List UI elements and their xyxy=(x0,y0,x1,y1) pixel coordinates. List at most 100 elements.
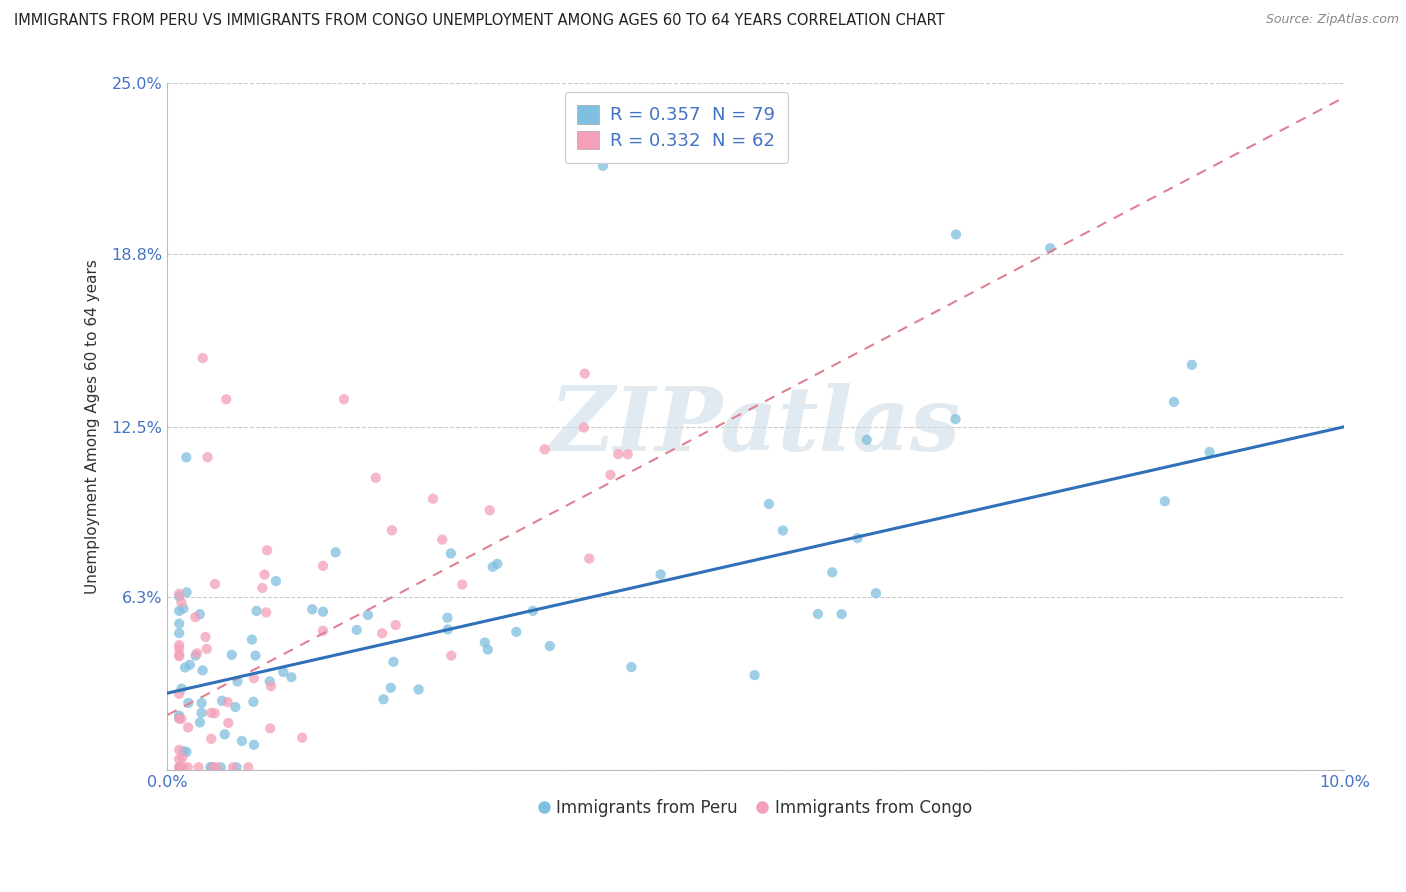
Point xyxy=(1181,358,1204,372)
Point xyxy=(209,760,232,774)
Point xyxy=(177,720,200,734)
Point xyxy=(170,595,193,609)
Point xyxy=(238,760,260,774)
Point xyxy=(1163,395,1185,409)
Point xyxy=(172,601,194,615)
Point xyxy=(194,630,217,644)
Point xyxy=(616,447,638,461)
Point xyxy=(226,674,249,689)
Point xyxy=(650,567,672,582)
Point xyxy=(240,632,263,647)
Point xyxy=(865,586,887,600)
Point xyxy=(333,392,356,407)
Point xyxy=(451,577,474,591)
Point xyxy=(486,557,509,571)
Point xyxy=(167,760,190,774)
Point xyxy=(167,604,190,618)
Point xyxy=(188,607,211,622)
Point xyxy=(855,433,877,447)
Point xyxy=(599,467,621,482)
Point xyxy=(592,159,614,173)
Point xyxy=(432,533,454,547)
Point xyxy=(167,638,190,652)
Point xyxy=(222,760,245,774)
Point xyxy=(197,450,219,464)
Point xyxy=(481,559,503,574)
Point xyxy=(260,679,283,693)
Point xyxy=(167,587,190,601)
Point xyxy=(744,668,766,682)
Point xyxy=(505,624,527,639)
Point xyxy=(167,710,190,724)
Point xyxy=(620,660,643,674)
Text: IMMIGRANTS FROM PERU VS IMMIGRANTS FROM CONGO UNEMPLOYMENT AMONG AGES 60 TO 64 Y: IMMIGRANTS FROM PERU VS IMMIGRANTS FROM … xyxy=(14,13,945,29)
Point xyxy=(225,760,247,774)
Point xyxy=(245,648,267,663)
Point xyxy=(256,543,278,558)
Point xyxy=(380,681,402,695)
Point xyxy=(224,700,246,714)
Point xyxy=(200,731,222,746)
Point xyxy=(945,227,967,242)
Point xyxy=(174,450,197,465)
Point xyxy=(172,760,194,774)
Point xyxy=(474,635,496,649)
Point xyxy=(607,447,630,461)
Point xyxy=(167,743,190,757)
Point xyxy=(259,674,281,689)
Point xyxy=(312,558,335,573)
Point xyxy=(217,715,239,730)
Point xyxy=(184,648,207,663)
Point xyxy=(167,708,190,723)
Point xyxy=(172,750,194,764)
Point xyxy=(381,524,404,538)
Point xyxy=(384,618,406,632)
Legend: Immigrants from Peru, Immigrants from Congo: Immigrants from Peru, Immigrants from Co… xyxy=(533,792,979,823)
Point xyxy=(174,660,197,674)
Point xyxy=(422,491,444,506)
Point xyxy=(1153,494,1175,508)
Point xyxy=(177,760,200,774)
Point xyxy=(200,760,222,774)
Point xyxy=(478,503,501,517)
Point xyxy=(477,642,499,657)
Point xyxy=(167,687,190,701)
Point xyxy=(170,681,193,696)
Point xyxy=(204,577,226,591)
Point xyxy=(312,624,335,638)
Point xyxy=(533,442,555,457)
Point xyxy=(190,696,212,710)
Point xyxy=(572,420,595,434)
Point xyxy=(167,648,190,662)
Point xyxy=(167,589,190,603)
Point xyxy=(186,646,208,660)
Point xyxy=(831,607,853,622)
Point xyxy=(190,706,212,720)
Point xyxy=(440,546,463,560)
Point xyxy=(578,551,600,566)
Point xyxy=(264,574,287,588)
Point xyxy=(364,471,387,485)
Point xyxy=(187,760,209,774)
Point xyxy=(211,694,233,708)
Point xyxy=(172,744,194,758)
Point xyxy=(200,760,222,774)
Point xyxy=(191,664,214,678)
Point xyxy=(273,665,295,679)
Text: Source: ZipAtlas.com: Source: ZipAtlas.com xyxy=(1265,13,1399,27)
Point xyxy=(200,706,222,720)
Point xyxy=(191,351,214,365)
Point xyxy=(167,752,190,766)
Point xyxy=(215,392,238,407)
Text: ZIPatlas: ZIPatlas xyxy=(550,384,962,470)
Point xyxy=(259,722,281,736)
Point xyxy=(945,412,967,426)
Point xyxy=(217,695,239,709)
Point xyxy=(252,581,274,595)
Point xyxy=(821,566,844,580)
Point xyxy=(176,745,198,759)
Point xyxy=(253,567,276,582)
Point xyxy=(167,649,190,664)
Point xyxy=(177,696,200,710)
Point xyxy=(538,639,561,653)
